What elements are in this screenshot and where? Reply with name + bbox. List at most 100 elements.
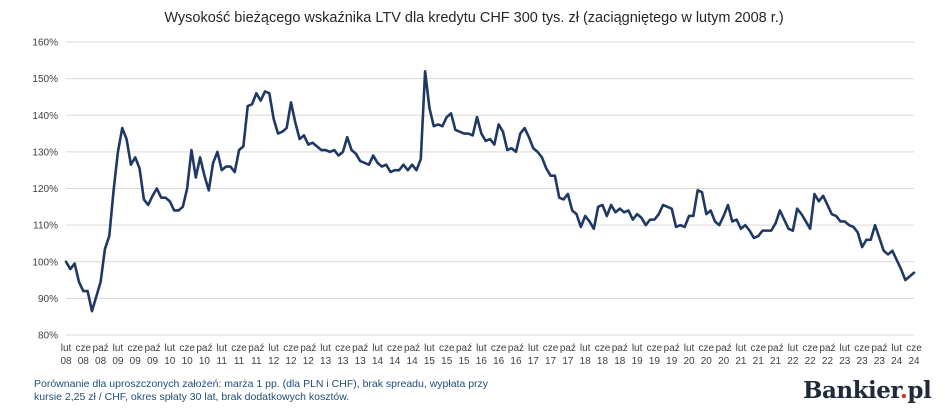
x-tick-month: lut [61,343,72,354]
x-tick-year: 08 [95,356,107,367]
x-tick-month: lut [839,343,850,354]
x-tick-month: cze [906,343,922,354]
gridlines [66,41,914,336]
x-tick-month: cze [802,343,818,354]
x-tick-year: 20 [701,356,713,367]
x-tick-month: paź [352,343,368,354]
brand-suffix: pl [907,377,932,404]
x-tick-month: cze [335,343,351,354]
x-tick-year: 12 [285,356,297,367]
x-tick-month: cze [439,343,455,354]
x-tick-year: 14 [407,356,419,367]
x-tick-month: paź [819,343,835,354]
x-tick-year: 15 [424,356,436,367]
x-tick-year: 17 [528,356,540,367]
x-tick-year: 17 [562,356,574,367]
x-tick-year: 14 [389,356,401,367]
x-tick-year: 11 [251,356,262,367]
x-tick-year: 20 [683,356,695,367]
x-tick-year: 24 [908,356,920,367]
x-tick-month: cze [491,343,507,354]
x-tick-year: 21 [735,356,747,367]
y-tick-label: 120% [32,184,58,195]
brand-dot: . [899,377,908,404]
x-tick-year: 22 [787,356,799,367]
x-tick-year: 23 [857,356,869,367]
x-tick-month: paź [560,343,576,354]
x-tick-year: 17 [545,356,557,367]
x-tick-year: 16 [493,356,505,367]
x-tick-year: 10 [164,356,176,367]
x-tick-month: lut [736,343,747,354]
x-tick-year: 12 [268,356,280,367]
x-tick-month: cze [595,343,611,354]
x-tick-month: lut [632,343,643,354]
x-tick-year: 13 [355,356,367,367]
footnote: Porównanie dla uproszczonych założeń: ma… [34,378,488,404]
x-tick-month: paź [196,343,212,354]
y-tick-label: 80% [38,331,58,342]
chart-title: Wysokość bieżącego wskaźnika LTV dla kre… [164,10,784,26]
x-tick-year: 18 [614,356,626,367]
x-tick-year: 13 [337,356,349,367]
x-tick-month: cze [127,343,143,354]
x-tick-year: 18 [580,356,592,367]
x-tick-month: lut [372,343,383,354]
series-line-ltv [64,70,916,313]
y-tick-label: 130% [32,147,58,158]
y-tick-label: 110% [33,221,58,232]
x-tick-month: paź [144,343,160,354]
x-tick-month: paź [767,343,783,354]
x-tick-month: lut [684,343,695,354]
x-tick-month: lut [113,343,124,354]
x-tick-year: 13 [320,356,332,367]
x-tick-year: 21 [753,356,765,367]
x-tick-year: 10 [199,356,211,367]
x-tick-year: 19 [666,356,678,367]
x-tick-month: cze [283,343,299,354]
x-tick-month: lut [788,343,799,354]
y-tick-label: 100% [32,257,58,268]
x-tick-year: 23 [839,356,851,367]
footnote-line-1: Porównanie dla uproszczonych założeń: ma… [34,378,489,390]
x-tick-month: lut [891,343,902,354]
x-tick-year: 21 [770,356,782,367]
x-tick-year: 11 [234,356,245,367]
y-tick-label: 160% [32,38,58,49]
x-tick-month: paź [871,343,887,354]
x-tick-year: 16 [510,356,522,367]
x-tick-month: paź [93,343,109,354]
x-tick-month: lut [320,343,331,354]
y-tick-label: 140% [32,111,58,122]
x-tick-year: 08 [78,356,90,367]
x-tick-year: 12 [303,356,315,367]
x-tick-year: 09 [147,356,159,367]
x-tick-month: paź [456,343,472,354]
series-layer [64,70,916,313]
y-tick-label: 150% [32,74,58,85]
brand-name: Bankier [803,377,900,404]
y-tick-label: 90% [38,294,58,305]
x-tick-year: 22 [822,356,834,367]
x-tick-month: cze [543,343,559,354]
x-tick-year: 09 [130,356,142,367]
x-tick-month: cze [231,343,247,354]
x-tick-year: 11 [217,356,228,367]
x-tick-year: 23 [874,356,886,367]
x-tick-month: lut [528,343,539,354]
x-tick-year: 10 [182,356,194,367]
footnote-line-2: kursie 2,25 zł / CHF, okres spłaty 30 la… [34,391,350,403]
x-tick-month: lut [165,343,176,354]
y-axis-ticks: 80% 90% 100% 110% 120% 130% 140% 150% 160% [32,38,58,342]
x-tick-month: paź [612,343,628,354]
x-tick-year: 08 [60,356,72,367]
x-tick-year: 16 [476,356,488,367]
x-tick-month: cze [387,343,403,354]
x-tick-year: 15 [441,356,453,367]
x-tick-year: 19 [649,356,661,367]
x-axis-ticks: lut08cze08paź08lut09cze09paź09lut10cze10… [60,343,922,367]
x-tick-year: 24 [891,356,903,367]
x-tick-year: 22 [805,356,817,367]
x-tick-month: lut [476,343,487,354]
